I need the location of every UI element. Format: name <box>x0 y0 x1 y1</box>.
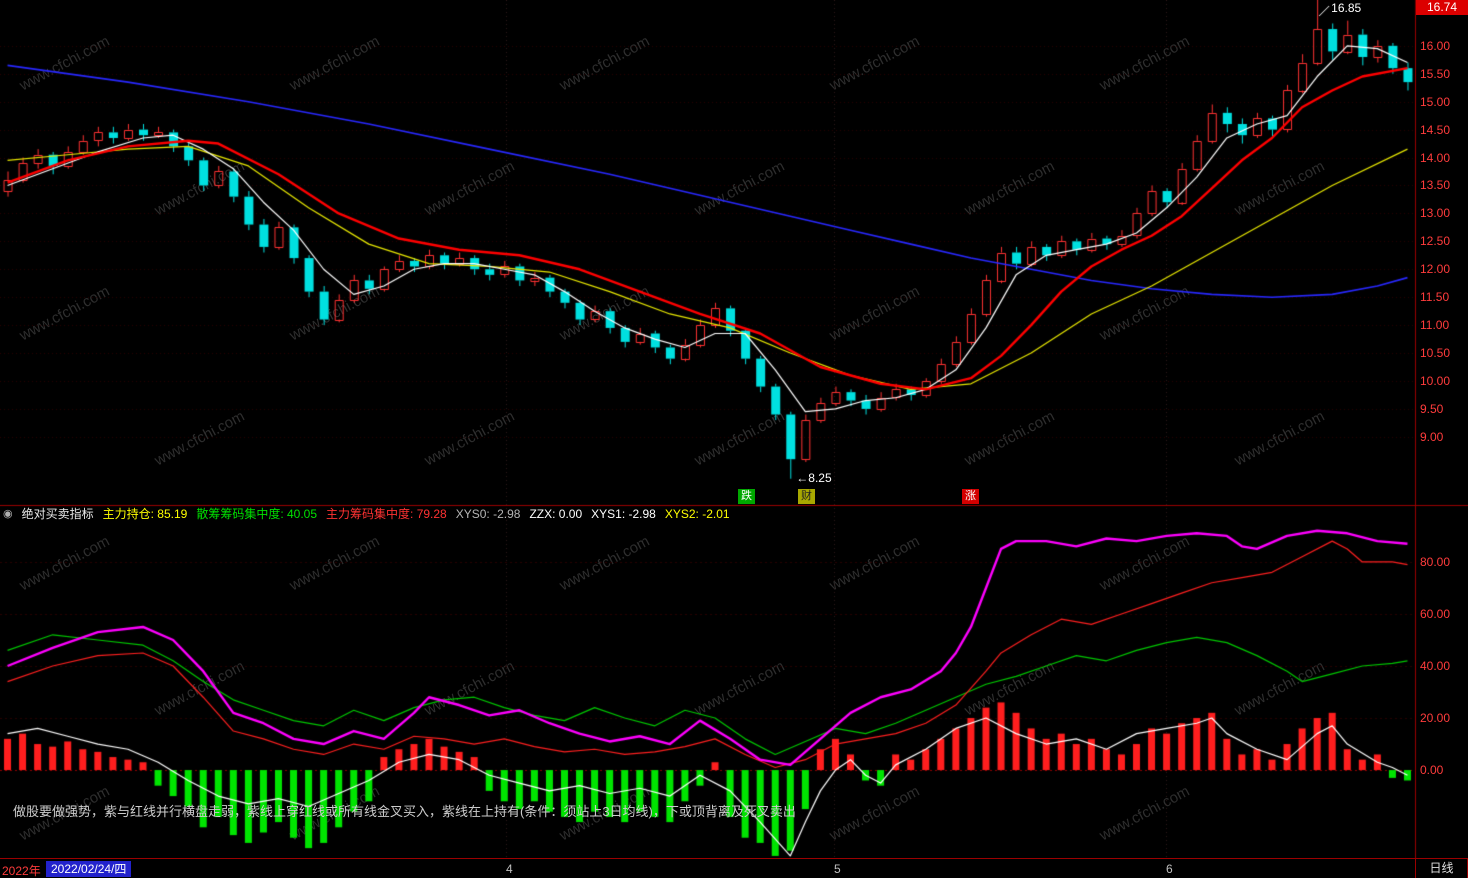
indicator-axis-label: 80.00 <box>1420 554 1451 569</box>
price-axis-label: 11.00 <box>1420 318 1450 333</box>
price-axis-label: 9.00 <box>1420 429 1444 444</box>
indicator-field: ZZX: 0.00 <box>529 507 583 521</box>
price-axis-label: 9.50 <box>1420 401 1444 416</box>
market-tag: 涨 <box>962 489 979 504</box>
indicator-field: XYS1: -2.98 <box>591 507 656 521</box>
period-label[interactable]: 日线 <box>1415 858 1468 878</box>
indicator-toggle-icon[interactable]: ◉ <box>3 508 13 520</box>
indicator-fields: 主力持仓: 85.19 散筹筹码集中度: 40.05 主力筹码集中度: 79.28 X… <box>103 505 739 522</box>
price-axis-label: 13.00 <box>1420 206 1451 221</box>
price-axis-label: 15.00 <box>1420 94 1451 109</box>
time-axis: 2022年 2022/02/24/四 4 5 6 日线 <box>0 858 1468 878</box>
low-annotation: ←8.25 <box>796 470 832 485</box>
indicator-field: XYS0: -2.98 <box>455 507 521 521</box>
price-axis-label: 11.50 <box>1420 290 1450 305</box>
price-axis-label: 16.00 <box>1420 38 1451 53</box>
cursor-date-box: 2022/02/24/四 <box>46 861 132 877</box>
market-tag: 财 <box>798 489 815 504</box>
indicator-axis-label: 0.00 <box>1420 763 1444 778</box>
indicator-field: 散筹筹码集中度: 40.05 <box>196 507 318 521</box>
price-axis-label: 14.00 <box>1420 150 1451 165</box>
indicator-title: 绝对买卖指标 <box>21 507 94 521</box>
high-annotation: 16.85 <box>1331 1 1362 15</box>
year-label: 2022年 <box>2 864 41 878</box>
indicator-header: ◉ 绝对买卖指标 主力持仓: 85.19 散筹筹码集中度: 40.05 主力筹码集中… <box>0 505 1415 522</box>
price-axis-label: 13.50 <box>1420 178 1451 193</box>
current-price-marker: 16.74 <box>1416 0 1468 15</box>
price-axis-label: 10.00 <box>1420 373 1451 388</box>
price-axis-label: 14.50 <box>1420 122 1451 137</box>
indicator-hint-text: 做股要做强势，紫与红线并行横盘走弱，紫线上穿红线或所有线金叉买入，紫线在上持有(… <box>13 804 796 819</box>
kline-and-indicator-canvas[interactable] <box>0 0 1468 858</box>
month-label: 6 <box>1166 862 1173 876</box>
indicator-axis-label: 20.00 <box>1420 711 1451 726</box>
indicator-axis-label: 40.00 <box>1420 659 1451 673</box>
price-axis-label: 10.50 <box>1420 346 1451 361</box>
indicator-field: 主力筹码集中度: 79.28 <box>326 507 447 521</box>
indicator-axis-label: 60.00 <box>1420 606 1451 621</box>
price-axis-label: 15.50 <box>1420 66 1451 81</box>
month-label: 5 <box>834 862 841 876</box>
market-tag: 跌 <box>738 489 755 504</box>
price-axis-label: 12.50 <box>1420 234 1451 249</box>
indicator-field: XYS2: -2.01 <box>664 507 730 521</box>
price-axis-label: 12.00 <box>1420 262 1451 277</box>
indicator-field: 主力持仓: 85.19 <box>102 507 188 521</box>
month-label: 4 <box>506 862 513 876</box>
